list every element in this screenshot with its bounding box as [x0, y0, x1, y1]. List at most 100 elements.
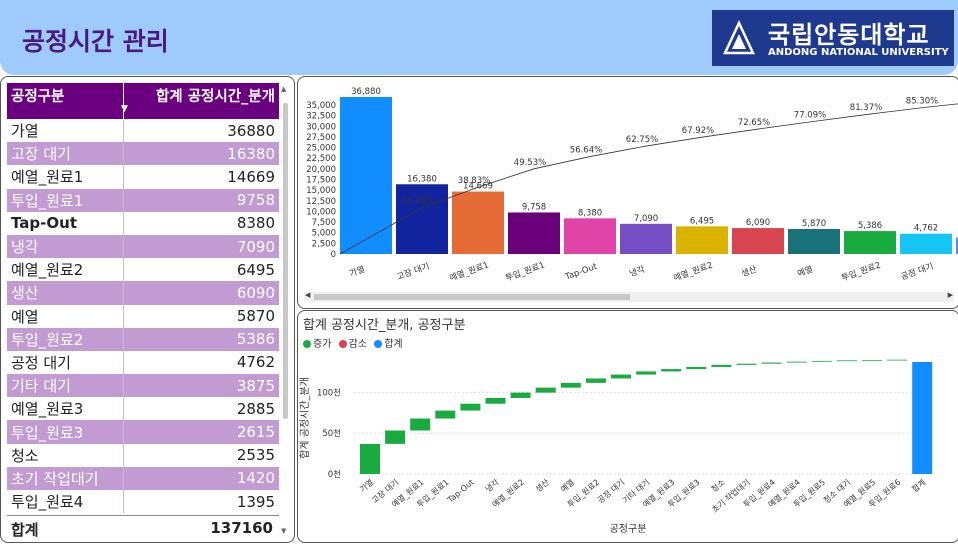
table-total-row: 합계 137160 [7, 515, 279, 540]
table-row[interactable]: 가열 36880 [7, 119, 279, 143]
y-tick-label: 17,500 [306, 176, 336, 186]
page-title: 공정시간 관리 [22, 27, 169, 56]
table-row[interactable]: 예열_원료3 2885 [7, 397, 279, 421]
waterfall-bar [786, 361, 807, 363]
legend-decrease-label: 감소 [348, 339, 367, 350]
waterfall-bar [385, 430, 406, 444]
cumulative-pct-label: 85.30% [906, 96, 938, 106]
row-category: 청소 [11, 446, 39, 465]
table-vertical-scrollbar[interactable]: ▲ ▼ [281, 85, 290, 535]
table-row[interactable]: 초기 작업대기 1420 [7, 466, 279, 490]
waterfall-bar [585, 378, 606, 383]
waterfall-bar [485, 397, 506, 404]
bar [676, 226, 728, 254]
waterfall-bar [661, 369, 682, 372]
column-header-category[interactable]: 공정구분 [7, 83, 124, 119]
row-category: 투입_원료2 [7, 327, 124, 351]
bar-value-label: 5,386 [858, 221, 882, 231]
row-category: 예열_원료3 [11, 400, 84, 419]
scroll-right-icon[interactable]: ▶ [947, 291, 953, 299]
scroll-up-icon[interactable]: ▲ [281, 85, 287, 93]
waterfall-bar [360, 443, 380, 474]
table-row[interactable]: 예열_원료1 14669 [7, 165, 279, 189]
cumulative-pct-label: 56.64% [570, 146, 602, 156]
bar [564, 218, 616, 254]
row-value: 9758 [123, 188, 279, 212]
bar-value-label: 5,870 [802, 219, 826, 229]
chart-horizontal-scrollbar[interactable]: ◀ ▶ [304, 291, 954, 302]
cumulative-pct-label: 67.92% [682, 126, 714, 136]
row-category: 냉각 [7, 234, 124, 259]
chart-legend: 증가 감소 합계 [303, 335, 403, 350]
university-logo: 국립안동대학교 ANDONG NATIONAL UNIVERSITY [712, 10, 954, 66]
bar-value-label: 4,762 [914, 224, 938, 234]
table-row[interactable]: 청소 2535 [7, 443, 279, 467]
y-tick-label: 35,000 [306, 101, 336, 111]
x-tick-label: Tap-Out [445, 478, 475, 506]
waterfall-bar [510, 392, 531, 398]
table-row[interactable]: 고장 대기 16380 [7, 142, 279, 166]
table-row[interactable]: 예열_원료2 6495 [7, 258, 279, 282]
row-value: 8380 [123, 211, 279, 235]
table-row[interactable]: 냉각 7090 [7, 234, 279, 259]
university-name: 국립안동대학교 [768, 21, 930, 49]
scroll-left-icon[interactable]: ◀ [305, 291, 311, 299]
table-row[interactable]: 투입_원료2 5386 [7, 327, 279, 351]
y-tick-label: 10,000 [306, 207, 336, 217]
row-category: 예열_원료2 [11, 261, 84, 280]
table-row[interactable]: 기타 대기 3875 [7, 374, 279, 398]
y-tick-label: 12,500 [306, 197, 336, 207]
bar [508, 212, 560, 254]
waterfall-bar [736, 363, 757, 365]
table-row[interactable]: 투입_원료3 2615 [7, 420, 279, 444]
column-header-total-time[interactable]: 합계 공정시간_분개 [123, 83, 279, 119]
cumulative-pct-label: 49.53% [514, 158, 546, 168]
y-tick-label: 7,500 [312, 218, 336, 228]
table-row[interactable]: 생산 6090 [7, 281, 279, 305]
x-tick-label: 투입_원료2 [840, 260, 882, 283]
bar [788, 229, 840, 254]
row-value: 16380 [123, 142, 279, 166]
scrollbar-thumb[interactable] [314, 294, 630, 300]
scrollbar-thumb[interactable] [283, 103, 288, 419]
bar-value-label: 16,380 [407, 174, 437, 184]
table-row[interactable]: 예열 5870 [7, 304, 279, 328]
process-time-table: 공정구분 합계 공정시간_분개 가열 36880 고장 대기 16380 예열_원료1 1… [0, 76, 295, 543]
x-tick-label: 청소 [710, 478, 727, 494]
x-tick-label: 냉각 [483, 476, 501, 494]
table-row[interactable]: Tap-Out 8380 [7, 211, 279, 235]
row-category: 예열 [11, 307, 39, 326]
waterfall-bar [711, 364, 732, 367]
table-row[interactable]: 공정 대기 4762 [7, 350, 279, 375]
header-bar: 공정시간 관리 국립안동대학교 ANDONG NATIONAL UNIVERSI… [0, 0, 958, 75]
y-tick-label: 20,000 [306, 165, 336, 175]
x-tick-label: 공정 대기 [595, 477, 626, 505]
table-row[interactable]: 투입_원료4 1395 [7, 490, 279, 514]
sort-descending-icon[interactable]: ▼ [121, 104, 128, 114]
x-tick-label: 예열 [558, 477, 576, 494]
university-name-english: ANDONG NATIONAL UNIVERSITY [768, 47, 949, 58]
row-value: 36880 [123, 119, 279, 143]
row-category: 초기 작업대기 [7, 466, 124, 490]
bar [340, 97, 392, 254]
scroll-down-icon[interactable]: ▼ [281, 527, 287, 535]
row-category: 예열_원료1 [11, 168, 84, 187]
bar [452, 191, 504, 254]
bar-value-label: 7,090 [634, 214, 658, 224]
row-value: 3875 [123, 374, 279, 398]
cumulative-pct-label: 72.65% [738, 118, 770, 128]
y-tick-label: 100천 [317, 387, 341, 398]
total-value: 137160 [210, 519, 273, 537]
bar-value-label: 14,669 [463, 182, 493, 192]
cumulative-pct-label: 26.89% [402, 197, 434, 207]
row-value: 5870 [123, 304, 279, 328]
table-row[interactable]: 투입_원료1 9758 [7, 188, 279, 212]
bar-value-label: 36,880 [351, 87, 381, 97]
waterfall-bar [862, 359, 882, 361]
y-tick-label: 25,000 [306, 144, 336, 154]
y-tick-label: 27,500 [306, 133, 336, 143]
pareto-chart: 02,5005,0007,50010,00012,50015,00017,500… [306, 87, 958, 284]
y-tick-label: 22,500 [306, 154, 336, 164]
cumulative-pct-label: 62.75% [626, 135, 658, 145]
total-label: 합계 [11, 521, 39, 539]
